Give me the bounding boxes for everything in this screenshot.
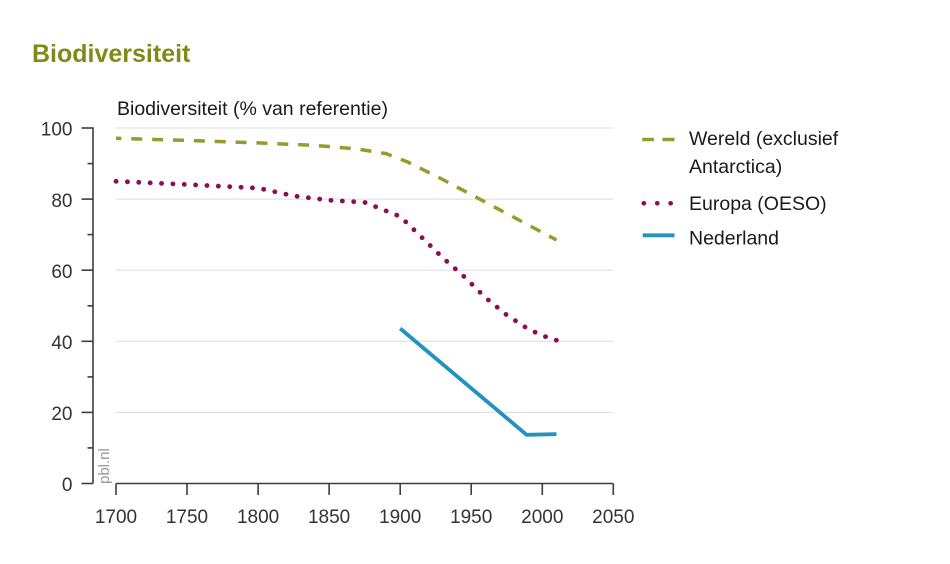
svg-text:1950: 1950 — [450, 507, 492, 528]
svg-text:pbl.nl: pbl.nl — [96, 448, 113, 484]
svg-text:0: 0 — [62, 475, 73, 496]
svg-text:80: 80 — [51, 191, 72, 212]
svg-text:1800: 1800 — [237, 507, 279, 528]
svg-text:2050: 2050 — [592, 507, 634, 528]
svg-text:Antarctica): Antarctica) — [689, 156, 782, 178]
svg-text:60: 60 — [51, 262, 72, 283]
svg-text:Biodiversiteit (% van referent: Biodiversiteit (% van referentie) — [117, 98, 388, 120]
svg-text:Biodiversiteit: Biodiversiteit — [32, 40, 191, 68]
svg-text:1900: 1900 — [379, 507, 421, 528]
svg-text:1850: 1850 — [308, 507, 350, 528]
svg-text:40: 40 — [51, 333, 72, 354]
svg-text:1700: 1700 — [95, 507, 137, 528]
svg-text:2000: 2000 — [521, 507, 563, 528]
svg-text:Wereld (exclusief: Wereld (exclusief — [689, 128, 839, 150]
svg-text:20: 20 — [51, 404, 72, 425]
svg-text:1750: 1750 — [166, 507, 208, 528]
svg-text:Nederland: Nederland — [689, 227, 779, 249]
svg-text:Europa (OESO): Europa (OESO) — [689, 193, 827, 215]
svg-text:100: 100 — [41, 120, 73, 141]
